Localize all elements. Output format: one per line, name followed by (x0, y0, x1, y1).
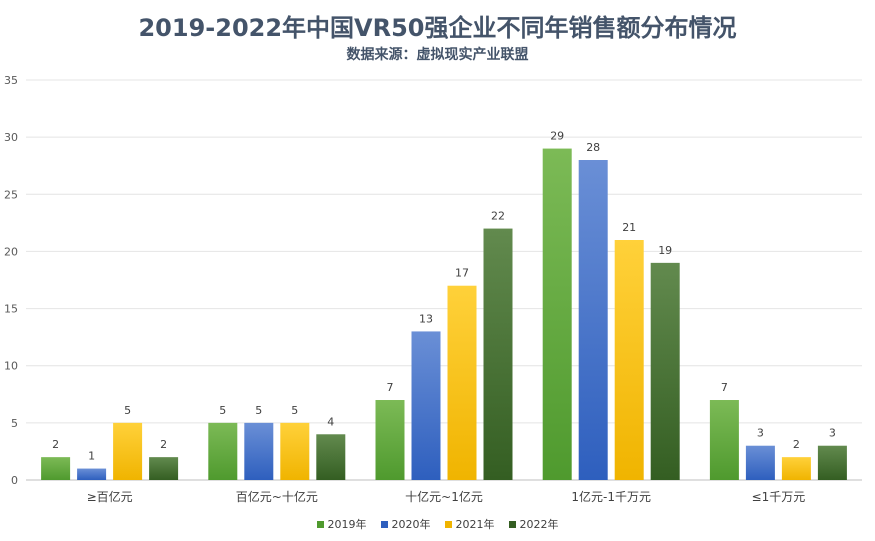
data-label: 13 (419, 312, 433, 325)
legend-item: 2020年 (380, 516, 431, 532)
bar (745, 445, 775, 480)
legend: 2019年 2020年 2021年 2022年 (0, 516, 875, 532)
legend-swatch (316, 520, 324, 528)
bar (41, 457, 71, 480)
data-label: 3 (829, 427, 836, 440)
data-label: 21 (622, 221, 636, 234)
y-tick-label: 10 (4, 360, 18, 373)
bar (208, 422, 238, 480)
bar (781, 457, 811, 480)
bar (316, 434, 346, 480)
y-tick-label: 0 (11, 474, 18, 487)
bar (614, 240, 644, 480)
data-label: 5 (255, 404, 262, 417)
bar (650, 262, 680, 480)
legend-label: 2019年 (327, 518, 367, 531)
data-label: 19 (658, 244, 672, 257)
data-label: 17 (455, 267, 469, 280)
data-label: 29 (550, 130, 564, 143)
bar (244, 422, 274, 480)
data-label: 4 (327, 415, 334, 428)
y-tick-label: 35 (4, 74, 18, 87)
bar (375, 400, 405, 480)
data-label: 2 (160, 438, 167, 451)
chart-subtitle: 数据来源：虚拟现实产业联盟 (346, 47, 529, 63)
legend-swatch (380, 520, 388, 528)
data-label: 5 (291, 404, 298, 417)
data-label: 2 (52, 438, 59, 451)
data-label: 7 (387, 381, 394, 394)
legend-swatch (508, 520, 516, 528)
y-tick-label: 20 (4, 245, 18, 258)
data-label: 7 (721, 381, 728, 394)
data-label: 3 (757, 427, 764, 440)
bar (113, 422, 143, 480)
bar (483, 228, 513, 480)
x-category-label: ≥百亿元 (87, 489, 133, 504)
chart-title: 2019-2022年中国VR50强企业不同年销售额分布情况 (138, 14, 737, 42)
legend-item: 2019年 (316, 516, 367, 532)
x-category-label: 十亿元~1亿元 (405, 489, 483, 504)
legend-swatch (444, 520, 452, 528)
legend-item: 2021年 (444, 516, 495, 532)
data-label: 2 (793, 438, 800, 451)
legend-label: 2021年 (455, 518, 495, 531)
legend-item: 2022年 (508, 516, 559, 532)
y-tick-label: 30 (4, 131, 18, 144)
data-label: 28 (586, 141, 600, 154)
data-label: 5 (124, 404, 131, 417)
bar (709, 400, 739, 480)
x-category-label: 百亿元~十亿元 (236, 489, 318, 504)
bar (411, 331, 441, 480)
legend-label: 2020年 (391, 518, 431, 531)
x-category-label: ≤1千万元 (752, 490, 806, 504)
x-category-label: 1亿元-1千万元 (571, 489, 651, 504)
data-label: 1 (88, 450, 95, 463)
bar (578, 160, 608, 480)
bar (817, 445, 847, 480)
data-label: 22 (491, 210, 505, 223)
y-tick-label: 15 (4, 303, 18, 316)
data-label: 5 (219, 404, 226, 417)
y-tick-label: 25 (4, 188, 18, 201)
bar (447, 285, 477, 480)
bar (542, 148, 572, 481)
bar (280, 422, 310, 480)
legend-label: 2022年 (519, 518, 559, 531)
bar (77, 468, 107, 480)
bar (149, 457, 179, 480)
y-tick-label: 5 (11, 417, 18, 430)
